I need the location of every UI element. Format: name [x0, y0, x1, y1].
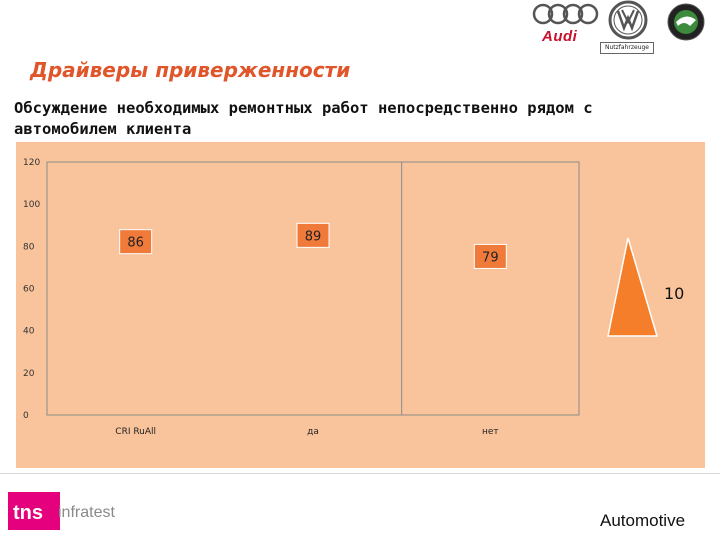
y-tick-label: 120 — [23, 158, 40, 168]
y-tick-label: 100 — [23, 200, 40, 210]
data-label-box — [296, 222, 330, 248]
side-indicator-value: 10 — [664, 284, 684, 303]
page-title: Драйверы приверженности — [30, 58, 351, 82]
chart-panel: 120 100 80 60 40 20 0 CRI RuAll 86 да 89 нет 79 10 — [16, 142, 705, 468]
audi-wordmark: Audi — [542, 28, 578, 45]
nutzfahrzeuge-badge: Nutzfahrzeuge — [600, 42, 654, 54]
plot-frame — [46, 161, 580, 416]
data-label: 86 — [127, 236, 144, 251]
x-tick-label: CRI RuAll — [115, 427, 156, 437]
bar-chart: 120 100 80 60 40 20 0 CRI RuAll 86 да 89 нет 79 10 — [23, 158, 684, 437]
x-tick-label: нет — [482, 427, 499, 437]
x-tick-label: да — [307, 427, 319, 437]
vw-logo — [608, 0, 648, 40]
side-indicator-triangle — [607, 237, 659, 337]
y-tick-label: 80 — [23, 242, 35, 252]
footer-label: Automotive — [600, 511, 686, 530]
svg-text:tns: tns — [13, 502, 43, 524]
tns-logo: tns — [8, 492, 60, 530]
y-tick-label: 60 — [23, 285, 35, 295]
y-tick-label: 0 — [23, 411, 29, 421]
chart-subtitle: Обсуждение необходимых ремонтных работ н… — [14, 99, 593, 138]
skoda-logo — [667, 3, 705, 41]
brand-logos: Audi Nutzfahrzeuge — [530, 0, 720, 56]
footer-divider — [0, 473, 720, 474]
data-label-box — [473, 243, 507, 269]
data-label: 79 — [482, 250, 499, 265]
data-label-box — [119, 229, 153, 255]
data-label: 89 — [305, 229, 322, 244]
y-tick-label: 40 — [23, 327, 35, 337]
tns-infratest-wordmark: infratest — [58, 504, 115, 521]
y-tick-label: 20 — [23, 369, 35, 379]
audi-rings-logo — [532, 3, 599, 25]
